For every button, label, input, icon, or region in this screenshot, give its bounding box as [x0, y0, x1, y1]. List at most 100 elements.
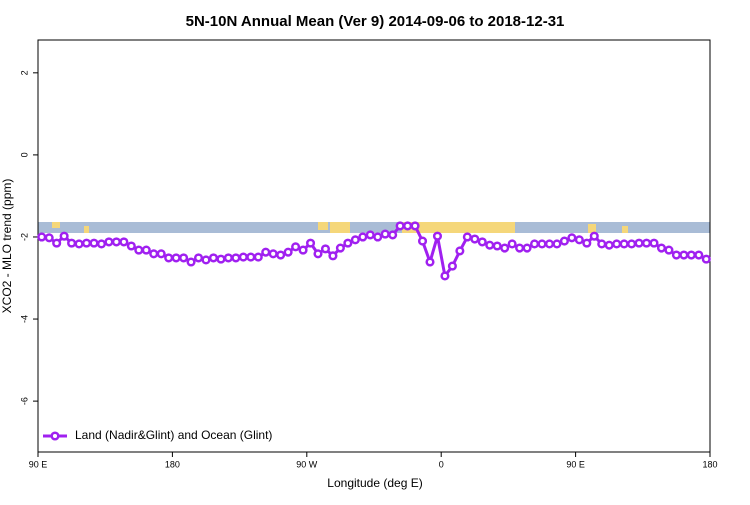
data-point	[567, 233, 577, 243]
data-point	[462, 232, 472, 242]
data-point	[694, 250, 704, 260]
data-point	[67, 238, 77, 248]
data-point	[485, 240, 495, 250]
data-point	[216, 254, 226, 264]
data-point	[89, 238, 99, 248]
data-point	[597, 239, 607, 249]
data-point	[81, 238, 92, 248]
data-point	[320, 244, 331, 254]
data-point	[440, 271, 450, 281]
data-point	[96, 239, 107, 249]
data-point	[529, 239, 540, 249]
x-axis-label: Longitude (deg E)	[327, 476, 422, 490]
data-point	[335, 243, 345, 253]
data-point	[574, 235, 584, 245]
data-point	[350, 235, 360, 245]
data-point	[627, 239, 637, 249]
data-point	[59, 231, 69, 241]
chart-title: 5N-10N Annual Mean (Ver 9) 2014-09-06 to…	[186, 13, 565, 30]
data-point	[686, 250, 696, 260]
data-point	[52, 238, 62, 248]
data-point	[246, 252, 256, 262]
data-point	[104, 237, 114, 247]
data-point	[671, 250, 681, 260]
data-point	[343, 238, 353, 248]
data-point	[111, 237, 121, 247]
data-point	[44, 233, 54, 243]
data-point	[634, 238, 644, 248]
y-tick-label: -2	[19, 233, 29, 241]
data-point	[641, 238, 652, 248]
legend-marker	[50, 431, 60, 441]
data-point	[522, 243, 532, 253]
data-point	[261, 247, 271, 257]
legend-label: Land (Nadir&Glint) and Ocean (Glint)	[75, 428, 272, 442]
data-point	[223, 253, 233, 263]
data-point	[559, 236, 569, 246]
surface-band	[38, 222, 710, 233]
data-point	[492, 241, 502, 251]
data-point	[186, 257, 196, 267]
data-point	[403, 221, 413, 231]
data-point	[283, 247, 293, 257]
data-point	[358, 232, 368, 242]
data-point	[589, 231, 599, 241]
data-point	[328, 251, 338, 261]
data-point	[395, 221, 405, 231]
data-point	[701, 254, 711, 264]
data-point	[515, 243, 525, 253]
data-point	[500, 243, 510, 253]
data-point	[417, 236, 428, 246]
data-point	[664, 245, 674, 255]
data-point	[238, 252, 248, 262]
data-point	[656, 243, 667, 253]
data-point	[298, 245, 308, 255]
data-point	[141, 245, 151, 255]
data-point	[37, 232, 47, 242]
data-point	[649, 238, 659, 248]
data-point	[74, 239, 84, 249]
data-point	[432, 231, 443, 241]
data-point	[171, 253, 181, 263]
data-point	[477, 237, 487, 247]
data-point	[507, 239, 517, 249]
x-tick-label: 90 W	[296, 459, 318, 469]
y-tick-label: -6	[19, 397, 29, 405]
data-point	[388, 230, 398, 240]
data-point	[455, 246, 465, 256]
data-point	[126, 241, 136, 251]
x-tick-label: 180	[702, 459, 717, 469]
y-tick-label: 0	[19, 152, 29, 157]
data-point	[276, 250, 286, 260]
plot-frame	[37, 39, 711, 453]
data-point	[164, 253, 174, 263]
data-point	[208, 253, 219, 263]
y-tick-label: 2	[19, 70, 29, 75]
data-point	[470, 234, 480, 244]
data-point	[537, 239, 547, 249]
data-point	[619, 239, 629, 249]
data-point	[156, 249, 166, 259]
data-point	[193, 253, 204, 263]
data-point	[268, 249, 278, 259]
y-tick-label: -4	[19, 315, 29, 323]
data-point	[179, 253, 189, 263]
data-point	[410, 221, 420, 231]
data-point	[313, 249, 323, 259]
data-point	[373, 232, 383, 242]
data-point	[582, 238, 592, 248]
data-point	[447, 261, 457, 271]
data-point	[380, 229, 390, 239]
x-tick-label: 0	[439, 459, 444, 469]
data-point	[365, 230, 375, 240]
x-tick-label: 90 E	[29, 459, 48, 469]
data-point	[604, 240, 614, 250]
data-point	[544, 239, 555, 249]
data-point	[679, 250, 689, 260]
y-axis-label: XCO2 - MLO trend (ppm)	[0, 179, 14, 314]
data-point	[291, 242, 301, 252]
data-point	[612, 239, 622, 249]
x-tick-label: 180	[165, 459, 180, 469]
data-point	[253, 252, 263, 262]
